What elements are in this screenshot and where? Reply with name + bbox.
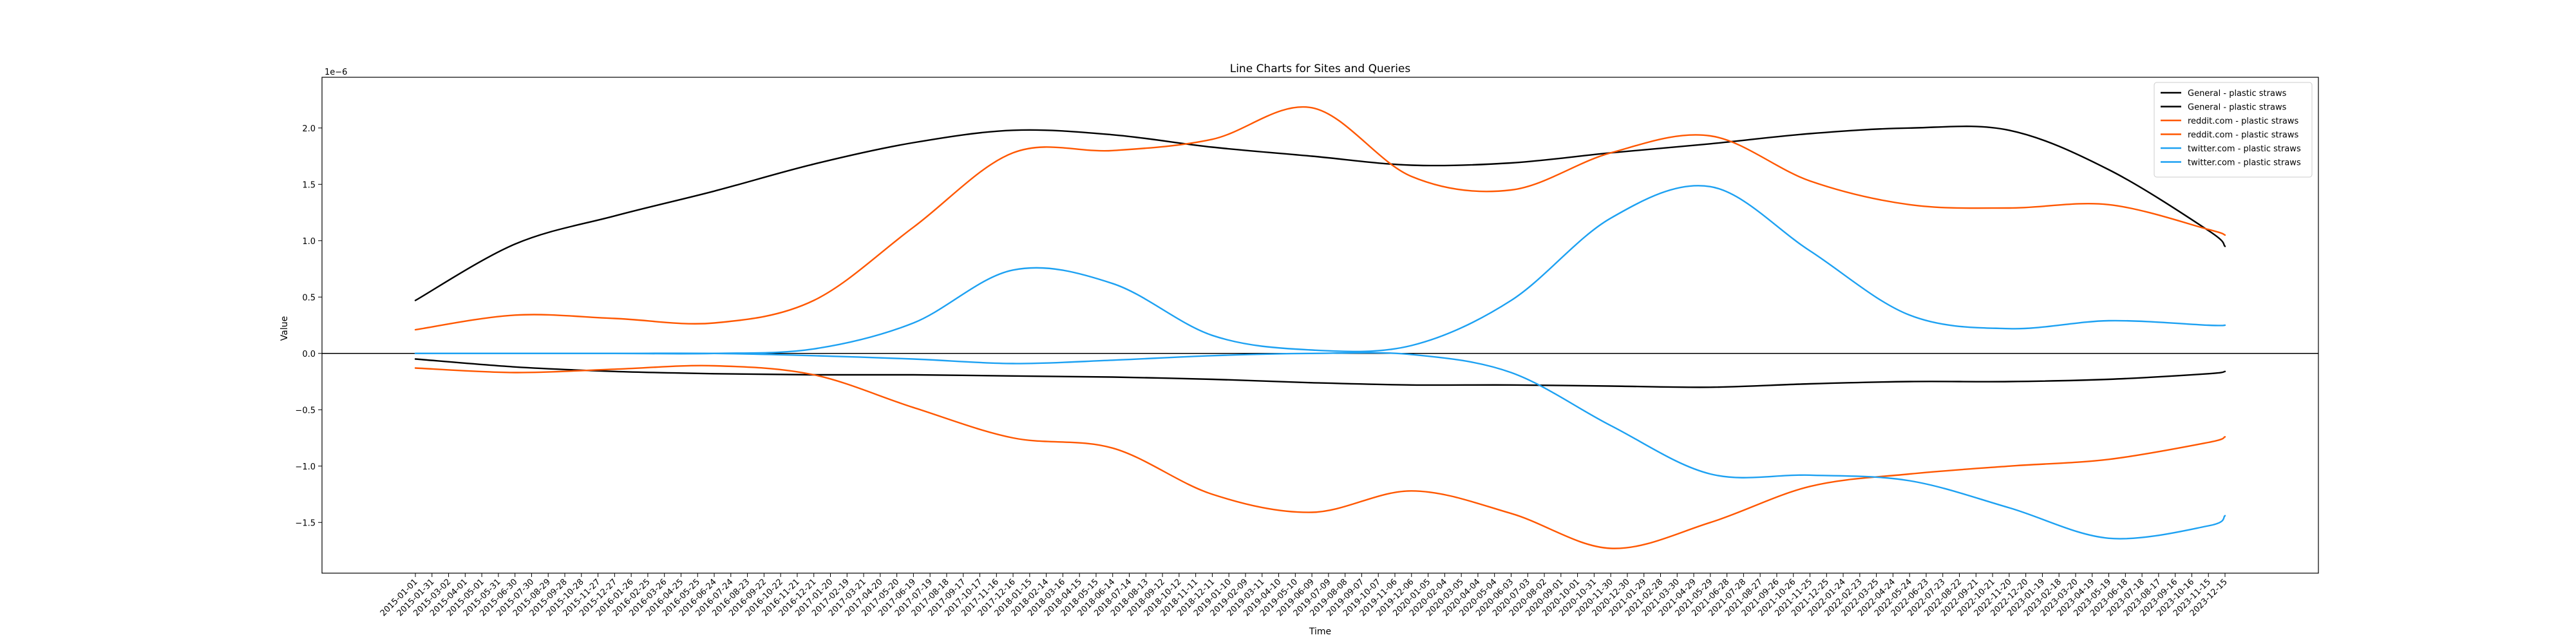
series-line-0 [414, 125, 2226, 301]
y-axis-label: Value [279, 316, 290, 341]
y-tick-label: 0.5 [302, 293, 316, 303]
series-line-3 [414, 365, 2226, 549]
chart-title: Line Charts for Sites and Queries [1230, 62, 1411, 75]
legend-entry: General - plastic straws [2188, 103, 2287, 113]
legend-entry: General - plastic straws [2188, 89, 2287, 99]
y-multiplier-label: 1e−6 [325, 68, 347, 77]
legend-entry: twitter.com - plastic straws [2188, 158, 2301, 168]
legend-entry: twitter.com - plastic straws [2188, 144, 2301, 154]
y-tick-label: −0.5 [295, 406, 316, 415]
y-tick-label: −1.5 [295, 518, 316, 528]
legend-entry: reddit.com - plastic straws [2188, 117, 2299, 126]
plot-area: −1.5−1.0−0.50.00.51.01.52.02015-01-01201… [295, 106, 2318, 618]
y-tick-label: 1.0 [302, 237, 316, 247]
series-line-1 [414, 358, 2226, 388]
y-tick-label: 2.0 [302, 124, 316, 134]
series-line-2 [414, 106, 2226, 331]
legend: General - plastic straws General - plasti… [2154, 82, 2313, 178]
axes-frame [321, 77, 2319, 574]
y-tick-label: −1.0 [295, 462, 316, 472]
legend-entry: reddit.com - plastic straws [2188, 131, 2299, 140]
x-axis-label: Time [1309, 627, 1331, 637]
y-tick-label: 0.0 [302, 350, 316, 359]
y-tick-label: 1.5 [302, 180, 316, 190]
legend-box [2154, 82, 2313, 178]
series-line-5 [414, 352, 2226, 540]
